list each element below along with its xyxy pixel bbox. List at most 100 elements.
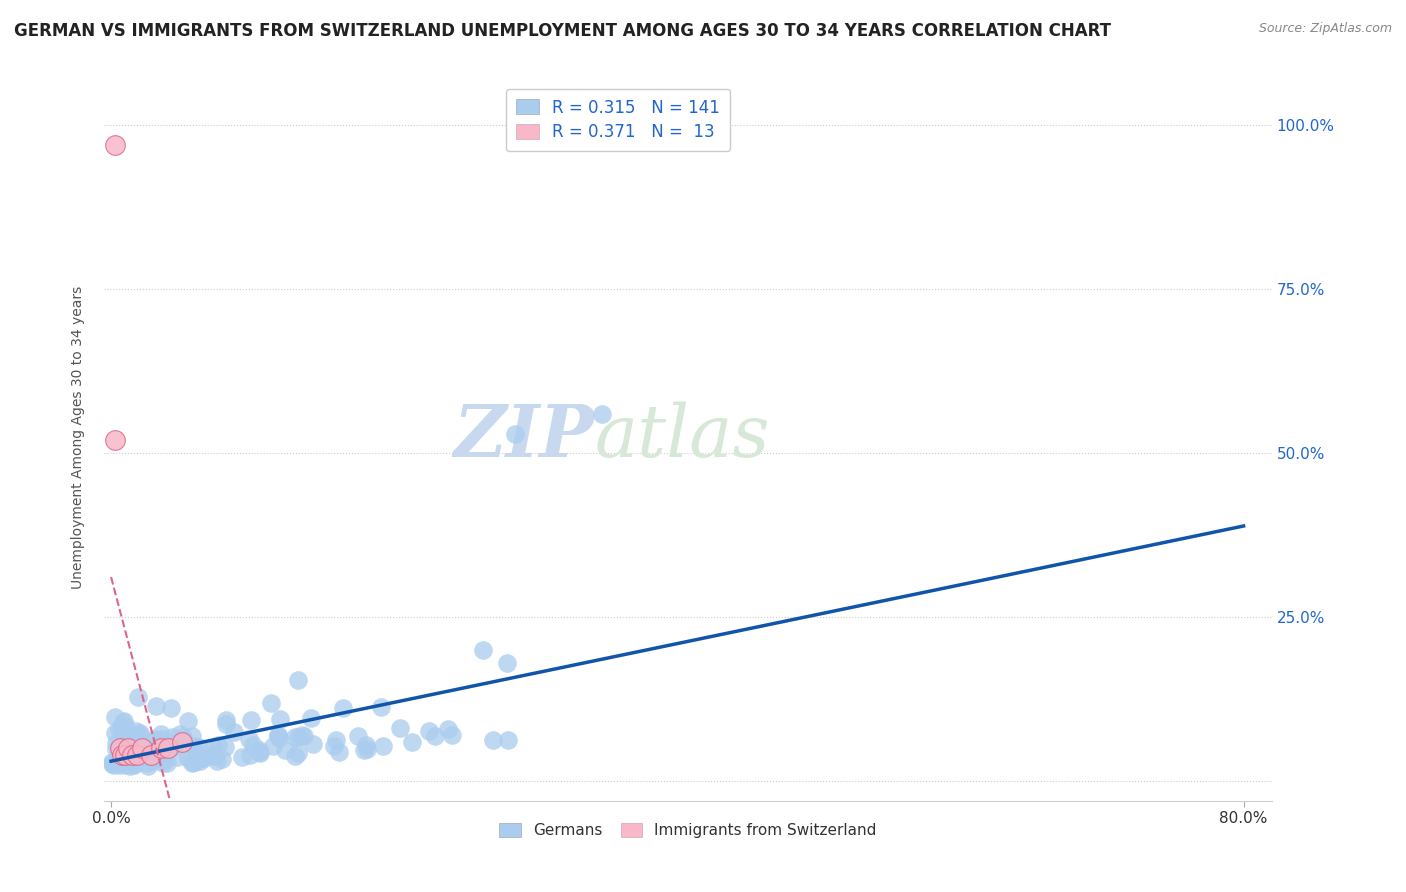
Point [299,711,322,725]
Point [184,751,207,765]
Point [274,743,297,757]
Point [267,729,290,743]
Point [108,755,131,769]
Point [222,725,245,739]
Point [105,742,128,756]
Point [114,742,136,756]
Point [114,748,136,763]
Point [150,742,173,756]
Point [114,720,136,734]
Point [111,747,134,762]
Point [135,756,157,770]
Point [202,747,225,762]
Point [156,741,179,756]
Point [145,750,167,764]
Point [401,735,423,749]
Point [238,732,260,747]
Point [117,742,139,756]
Point [122,755,145,769]
Point [503,426,526,441]
Point [204,749,226,764]
Point [131,741,153,756]
Point [262,739,284,754]
Point [165,735,187,749]
Y-axis label: Unemployment Among Ages 30 to 34 years: Unemployment Among Ages 30 to 34 years [72,285,86,589]
Point [125,742,148,756]
Point [354,738,377,752]
Point [103,756,125,771]
Point [418,724,440,739]
Point [149,741,172,756]
Point [247,745,270,759]
Point [481,733,503,747]
Point [124,746,146,760]
Point [231,750,253,764]
Point [104,726,127,740]
Point [132,749,155,764]
Point [177,714,200,728]
Point [129,728,152,742]
Point [138,758,160,772]
Point [129,737,152,751]
Point [267,731,290,745]
Point [291,728,314,742]
Point [211,752,233,766]
Point [104,138,127,153]
Point [356,742,378,756]
Point [139,746,162,760]
Point [128,726,150,740]
Point [120,759,142,773]
Point [125,756,148,770]
Point [177,750,200,764]
Point [143,747,166,761]
Point [112,714,135,728]
Point [108,743,131,757]
Point [110,723,132,738]
Point [591,407,613,421]
Point [471,643,494,657]
Point [388,721,411,735]
Point [181,755,204,769]
Point [440,728,463,742]
Point [495,656,517,670]
Point [284,749,307,764]
Point [353,743,375,757]
Point [190,750,212,764]
Point [134,741,156,756]
Point [153,753,176,767]
Point [143,731,166,746]
Point [287,673,309,688]
Point [172,731,194,745]
Point [139,750,162,764]
Point [152,756,174,771]
Point [325,732,347,747]
Point [323,739,346,754]
Point [184,756,207,770]
Point [180,756,202,770]
Point [103,757,125,772]
Point [239,713,262,727]
Point [267,728,290,742]
Point [150,731,173,746]
Point [214,713,236,727]
Point [214,740,236,755]
Point [150,727,173,741]
Point [204,748,226,763]
Point [239,747,262,762]
Point [187,739,209,754]
Point [125,747,148,762]
Point [193,751,215,765]
Point [105,736,128,750]
Point [162,730,184,744]
Point [292,729,315,743]
Point [183,743,205,757]
Point [122,758,145,772]
Point [107,756,129,770]
Point [107,722,129,736]
Point [107,749,129,764]
Point [201,739,224,754]
Point [108,741,131,756]
Point [121,747,143,762]
Point [215,717,238,731]
Point [302,737,325,751]
